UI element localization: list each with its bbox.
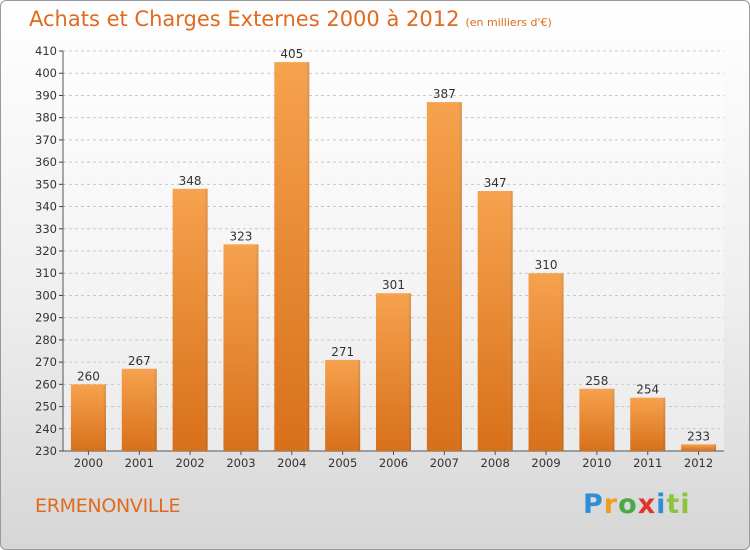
x-tick-label: 2000 bbox=[74, 456, 103, 470]
bar-shade bbox=[274, 62, 310, 451]
y-tick-label: 280 bbox=[35, 333, 57, 347]
y-tick-label: 290 bbox=[35, 311, 57, 325]
bar-layer bbox=[70, 62, 717, 451]
y-tick-label: 390 bbox=[35, 88, 57, 102]
x-tick-label: 2007 bbox=[430, 456, 459, 470]
bar-value-label: 267 bbox=[128, 354, 151, 368]
bar-value-label: 260 bbox=[77, 369, 100, 383]
y-tick-label: 350 bbox=[35, 177, 57, 191]
bar-shade bbox=[121, 368, 157, 451]
bar-shade bbox=[681, 444, 717, 451]
bar-value-label: 310 bbox=[535, 258, 558, 272]
y-tick-label: 240 bbox=[35, 422, 57, 436]
bar-value-label: 233 bbox=[687, 429, 710, 443]
bar-shade bbox=[223, 244, 259, 451]
bar-value-label: 387 bbox=[433, 87, 456, 101]
chart-title: Achats et Charges Externes 2000 à 2012 (e… bbox=[29, 7, 552, 31]
bar-shade bbox=[172, 188, 208, 451]
y-tick-label: 360 bbox=[35, 155, 57, 169]
y-tick-label: 230 bbox=[35, 444, 57, 458]
bar-shade bbox=[376, 293, 411, 451]
y-tick-label: 300 bbox=[35, 288, 57, 302]
bar-shade bbox=[426, 102, 462, 451]
bar-value-label: 405 bbox=[280, 47, 303, 61]
x-tick-label: 2004 bbox=[277, 456, 306, 470]
y-tick-label: 270 bbox=[35, 355, 57, 369]
y-tick-label: 330 bbox=[35, 222, 57, 236]
bar-value-label: 347 bbox=[484, 176, 507, 190]
bar-shade bbox=[70, 384, 106, 451]
city-name: ERMENONVILLE bbox=[35, 495, 181, 517]
y-tick-label: 320 bbox=[35, 244, 57, 258]
bar-value-label: 323 bbox=[230, 229, 253, 243]
x-tick-label: 2010 bbox=[582, 456, 611, 470]
logo-letter: o bbox=[618, 489, 638, 520]
bar-value-label: 301 bbox=[382, 278, 405, 292]
logo-letter: ti bbox=[666, 489, 691, 520]
chart-subtitle: (en milliers d'€) bbox=[465, 16, 552, 29]
x-tick-label: 2002 bbox=[175, 456, 204, 470]
bar-shade bbox=[630, 397, 666, 451]
x-tick-label: 2003 bbox=[226, 456, 255, 470]
x-tick-label: 2006 bbox=[379, 456, 408, 470]
x-tick-label: 2011 bbox=[633, 456, 662, 470]
bar-value-label: 254 bbox=[636, 383, 659, 397]
x-tick-label: 2005 bbox=[328, 456, 357, 470]
y-tick-label: 340 bbox=[35, 200, 57, 214]
y-tick-label: 400 bbox=[35, 66, 57, 80]
logo-letter: r bbox=[603, 489, 619, 520]
y-tick-label: 250 bbox=[35, 400, 57, 414]
chart-title-text: Achats et Charges Externes 2000 à 2012 bbox=[29, 7, 460, 31]
bar-shade bbox=[325, 359, 361, 451]
bar-value-label: 271 bbox=[331, 345, 354, 359]
y-tick-label: 260 bbox=[35, 377, 57, 391]
bar-shade bbox=[477, 191, 513, 451]
y-tick-label: 370 bbox=[35, 133, 57, 147]
y-tick-label: 380 bbox=[35, 111, 57, 125]
x-tick-label: 2009 bbox=[531, 456, 560, 470]
bar-shade bbox=[528, 273, 564, 451]
x-tick-label: 2001 bbox=[125, 456, 154, 470]
label-layer: 260 267 348 323 405 271 301 387 347 310 258 254 233 bbox=[77, 47, 710, 443]
x-tick-label: 2012 bbox=[684, 456, 713, 470]
bar-shade bbox=[579, 388, 615, 451]
y-tick-label: 310 bbox=[35, 266, 57, 280]
logo-letter: i bbox=[656, 489, 667, 520]
x-tick-label: 2008 bbox=[481, 456, 510, 470]
y-tick-label: 410 bbox=[35, 44, 57, 58]
logo-letter: x bbox=[637, 489, 657, 520]
bar-value-label: 258 bbox=[585, 374, 608, 388]
proxiti-logo[interactable]: Proxiti bbox=[583, 489, 691, 520]
logo-letter: P bbox=[583, 489, 604, 520]
bar-value-label: 348 bbox=[179, 174, 202, 188]
